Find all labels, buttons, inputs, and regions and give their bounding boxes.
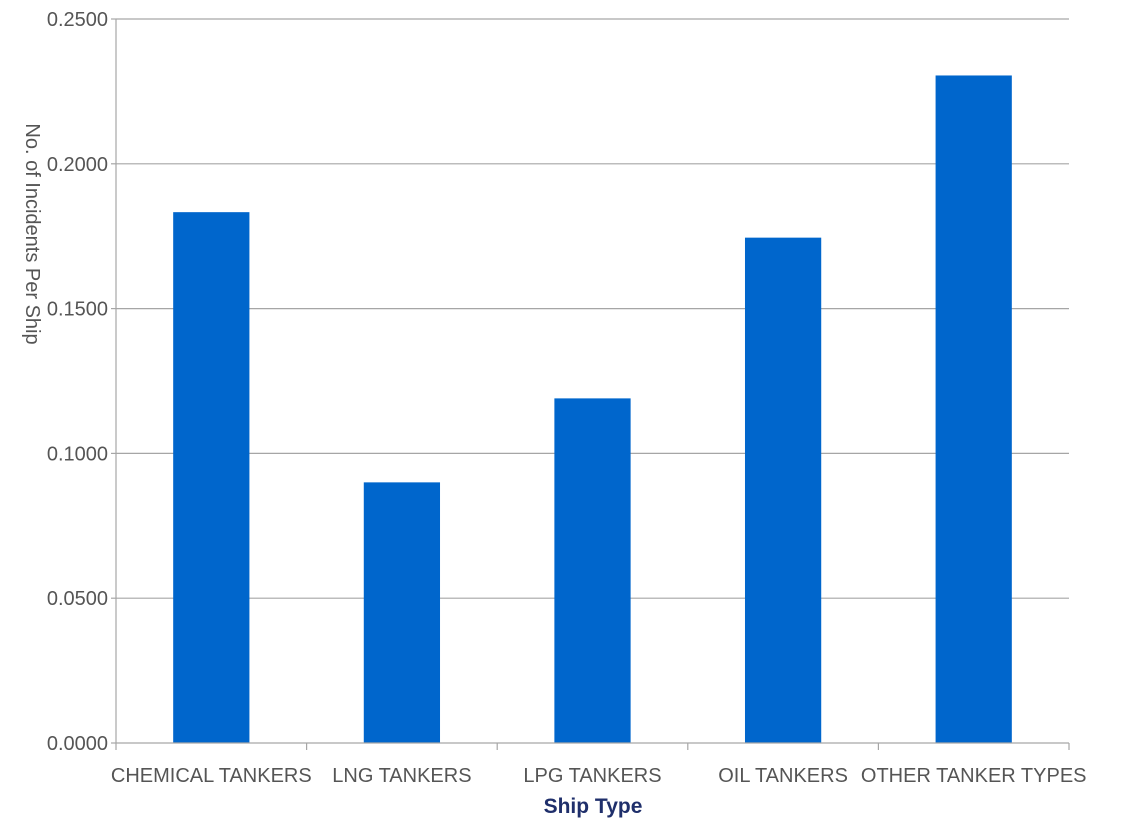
- x-tick-label: LPG TANKERS: [523, 765, 661, 787]
- bar: [744, 237, 822, 743]
- bar: [935, 75, 1012, 744]
- y-tick-label: 0.1000: [47, 443, 108, 465]
- bar: [173, 212, 250, 743]
- gridlines: [116, 18, 1069, 599]
- y-tick-label: 0.0000: [47, 733, 108, 755]
- x-tick-label: CHEMICAL TANKERS: [111, 765, 312, 787]
- x-tick-label: OTHER TANKER TYPES: [861, 765, 1087, 787]
- y-tick-label: 0.2000: [47, 154, 108, 176]
- bar: [363, 482, 441, 743]
- bar: [554, 398, 631, 743]
- x-tick-label: LNG TANKERS: [332, 765, 471, 787]
- y-tick-label: 0.0500: [47, 588, 108, 610]
- x-tick-label: OIL TANKERS: [718, 765, 848, 787]
- x-axis-title: Ship Type: [544, 795, 643, 818]
- y-axis-title: No. of Incidents Per Ship: [21, 123, 43, 344]
- x-tick-labels: CHEMICAL TANKERS LNG TANKERS LPG TANKERS OI…: [111, 765, 1087, 787]
- bars: [173, 75, 1012, 744]
- y-tick-label: 0.1500: [47, 299, 108, 321]
- y-tick-label: 0.2500: [47, 9, 108, 31]
- y-tick-labels: 0.0000 0.0500 0.1000 0.1500 0.2000 0.2500: [47, 9, 108, 755]
- axes: [111, 18, 1070, 750]
